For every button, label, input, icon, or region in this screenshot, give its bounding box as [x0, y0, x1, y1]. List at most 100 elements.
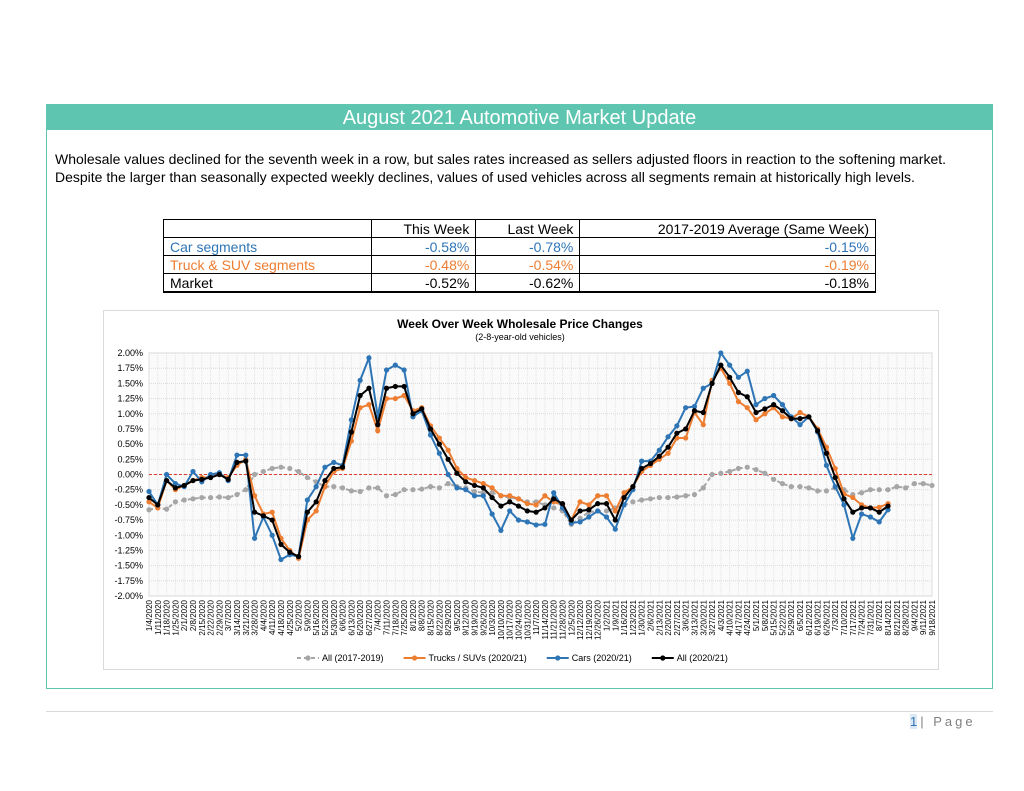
data-point — [489, 511, 495, 517]
x-tick-label: 2/8/2020 — [189, 599, 198, 631]
x-tick-label: 12/26/2020 — [594, 599, 603, 640]
data-point — [234, 459, 240, 465]
data-point — [586, 507, 592, 513]
x-tick-label: 6/19/2021 — [814, 599, 823, 635]
data-point — [779, 481, 786, 487]
chart-box — [103, 310, 939, 670]
data-point — [735, 465, 742, 472]
x-tick-label: 5/1/2021 — [752, 599, 761, 631]
data-point — [735, 389, 742, 396]
data-point — [647, 460, 654, 467]
table-row: Market -0.52% -0.62% -0.18% — [162, 273, 876, 293]
y-tick-label: -2.00% — [114, 591, 143, 601]
data-point — [524, 508, 530, 514]
table-row: Car segments -0.58% -0.78% -0.15% — [162, 237, 876, 256]
data-point — [401, 367, 407, 373]
data-point — [295, 553, 302, 560]
x-tick-label: 9/18/2021 — [928, 599, 937, 635]
data-point — [190, 468, 196, 475]
data-point — [287, 549, 293, 555]
data-point — [612, 526, 618, 532]
data-point — [586, 502, 592, 508]
data-point — [401, 487, 407, 493]
data-point — [859, 490, 865, 496]
data-point — [366, 485, 372, 491]
x-tick-label: 10/10/2020 — [497, 599, 506, 640]
data-point — [225, 494, 231, 501]
data-point — [683, 493, 689, 499]
legend-item: All (2020/21) — [651, 653, 728, 663]
data-point — [366, 355, 372, 361]
legend-marker — [555, 655, 561, 661]
data-point — [577, 508, 583, 514]
data-point — [471, 477, 478, 484]
x-tick-label: 1/11/2020 — [154, 599, 163, 635]
x-tick-label: 3/20/2021 — [699, 599, 708, 635]
x-tick-label: 5/16/2020 — [312, 599, 321, 635]
legend-label: Cars (2020/21) — [572, 653, 632, 663]
x-tick-label: 1/16/2021 — [620, 599, 629, 635]
table-cell: -0.58% — [371, 237, 477, 256]
data-point — [419, 486, 425, 492]
data-point — [146, 488, 152, 495]
data-point — [771, 402, 777, 408]
y-tick-label: -1.00% — [114, 530, 143, 540]
data-point — [392, 362, 398, 368]
data-point — [251, 493, 258, 499]
data-point — [586, 514, 592, 520]
data-point — [691, 408, 698, 414]
x-tick-label: 4/11/2020 — [268, 599, 277, 635]
data-point — [709, 380, 715, 386]
data-point — [885, 503, 891, 509]
data-point — [269, 509, 275, 515]
data-point — [454, 485, 460, 491]
data-point — [577, 519, 583, 525]
data-point — [691, 491, 698, 498]
data-point — [885, 507, 891, 513]
x-tick-label: 1/23/2021 — [629, 599, 638, 635]
x-tick-label: 2/27/2021 — [673, 599, 682, 635]
header-title: August 2021 Automotive Market Update — [47, 105, 992, 130]
x-tick-label: 7/4/2020 — [374, 599, 383, 631]
data-point — [322, 477, 328, 484]
data-point — [401, 392, 407, 399]
data-point — [445, 456, 451, 462]
x-tick-label: 11/14/2020 — [541, 599, 550, 639]
data-point — [656, 453, 662, 459]
row-label: Market — [162, 273, 373, 293]
y-tick-label: -0.25% — [114, 485, 143, 495]
x-tick-label: 8/21/2021 — [893, 599, 902, 635]
data-point — [480, 485, 486, 491]
table-cell: -0.54% — [475, 255, 581, 274]
data-point — [392, 383, 398, 390]
data-point — [867, 487, 874, 493]
data-point — [348, 417, 354, 423]
x-tick-label: 7/3/2021 — [831, 599, 840, 631]
data-point — [375, 485, 381, 491]
x-tick-label: 8/29/2020 — [444, 599, 453, 635]
data-point — [348, 429, 354, 435]
data-point — [480, 493, 486, 499]
x-tick-label: 4/25/2020 — [286, 599, 295, 635]
data-point — [911, 481, 918, 487]
data-point — [471, 482, 478, 489]
data-point — [401, 383, 407, 390]
data-point — [771, 392, 777, 399]
footer: 1 | Page — [910, 714, 976, 729]
x-tick-label: 4/24/2021 — [743, 599, 752, 635]
x-tick-label: 7/17/2021 — [849, 599, 858, 635]
data-point — [163, 506, 170, 512]
x-tick-label: 8/22/2020 — [435, 599, 444, 635]
x-tick-label: 9/12/2020 — [462, 599, 471, 635]
data-point — [524, 519, 530, 525]
x-tick-label: 2/22/2020 — [207, 599, 216, 635]
y-tick-label: -1.25% — [114, 545, 143, 555]
data-point — [163, 471, 170, 478]
y-tick-label: 1.00% — [117, 409, 143, 419]
data-point — [480, 481, 486, 487]
x-tick-label: 8/14/2021 — [884, 599, 893, 635]
data-point — [427, 426, 434, 432]
data-point — [304, 509, 310, 515]
data-point — [463, 479, 469, 485]
x-tick-label: 9/5/2020 — [453, 599, 462, 631]
